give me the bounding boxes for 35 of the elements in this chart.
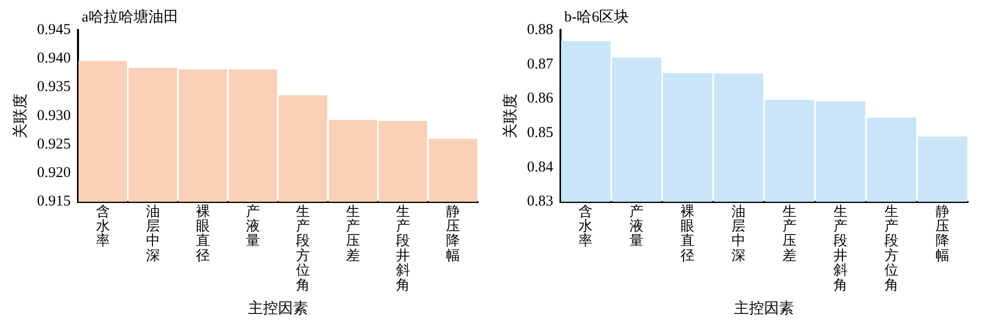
x-axis-title: 主控因素: [248, 300, 308, 317]
x-tick-label: 生产段井斜角: [396, 204, 410, 294]
x-tick-label: 生产压差: [782, 204, 797, 264]
x-tick-label: 产液量: [630, 204, 644, 250]
y-tick-label: 0.88: [527, 22, 554, 38]
y-tick-label: 0.85: [527, 125, 554, 142]
y-tick-label: 0.920: [37, 165, 71, 182]
y-tick-label: 0.86: [527, 90, 554, 107]
x-tick-label: 裸眼直径: [680, 204, 695, 264]
y-tick-label: 0.940: [37, 50, 71, 67]
x-tick-label: 生产段方位角: [884, 204, 899, 294]
x-tick-label: 含水率: [578, 204, 593, 250]
x-tick-label: 裸眼直径: [196, 204, 210, 264]
x-tick-label: 产液量: [246, 204, 260, 250]
y-tick-label: 0.935: [37, 79, 71, 96]
chart-title: b-哈6区块: [564, 8, 630, 26]
x-tick-label: 静压降幅: [446, 204, 460, 264]
y-tick-label: 0.915: [37, 194, 71, 210]
x-axis-title: 主控因素: [734, 300, 794, 317]
y-tick-label: 0.930: [37, 108, 71, 124]
y-axis-title: 关联度: [12, 93, 29, 138]
y-axis-title: 关联度: [502, 93, 519, 138]
x-tick-label: 生产段井斜角: [834, 204, 848, 294]
x-tick-label: 生产压差: [346, 204, 360, 264]
x-tick-label: 静压降幅: [936, 204, 950, 264]
x-tick-label: 油层中深: [732, 204, 746, 264]
y-tick-label: 0.925: [37, 136, 71, 152]
chart-title: a哈拉哈塘油田: [82, 8, 178, 26]
y-tick-label: 0.83: [527, 194, 554, 210]
y-tick-label: 0.945: [37, 22, 71, 38]
y-tick-label: 0.84: [527, 159, 554, 176]
x-tick-label: 含水率: [96, 204, 110, 250]
x-tick-label: 油层中深: [146, 204, 160, 264]
x-tick-label: 生产段方位角: [296, 204, 310, 294]
y-tick-label: 0.87: [527, 56, 554, 72]
